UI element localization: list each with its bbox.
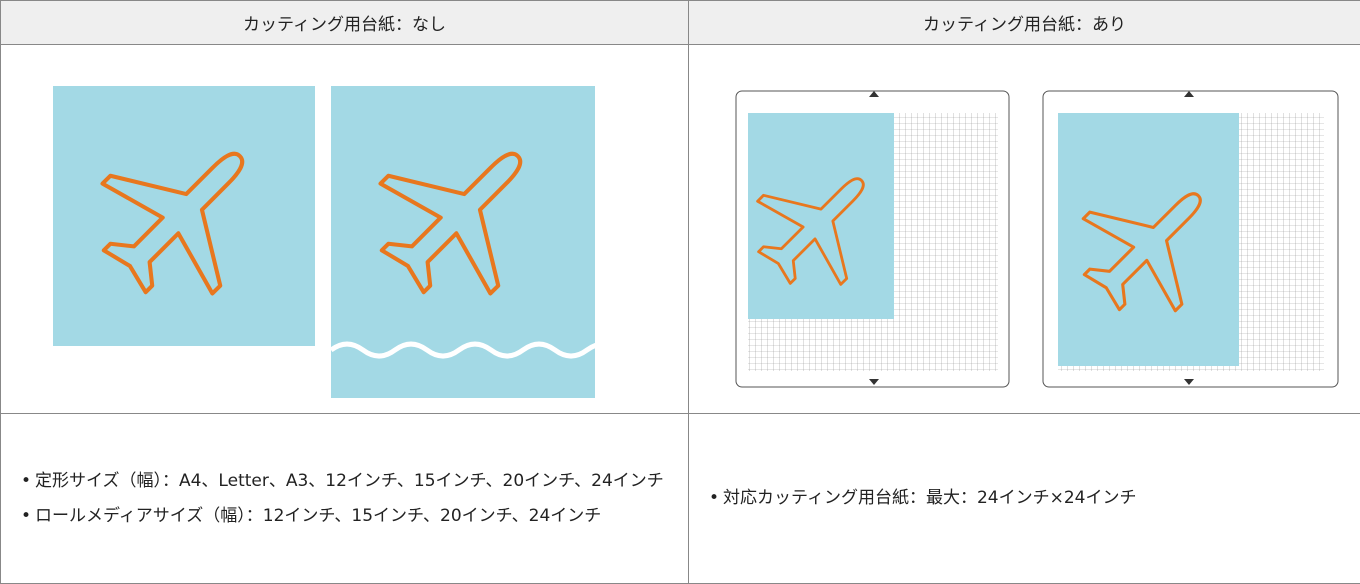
header-cell: カッティング用台紙：あり [688,0,1360,45]
sheet [53,86,315,346]
text-cell: 定形サイズ（幅）：A4、Letter、A3、12インチ、15インチ、20インチ、… [0,413,689,584]
mat [1042,90,1339,388]
header-cell: カッティング用台紙：なし [0,0,689,45]
image-cell [0,44,689,414]
illustration-with-mat [731,90,1339,388]
wave [329,341,621,359]
text-cell: 対応カッティング用台紙：最大：24インチ×24インチ [688,413,1360,584]
illustration-no-mat [53,86,621,398]
bullet-item: ロールメディアサイズ（幅）：12インチ、15インチ、20インチ、24インチ [21,501,676,532]
header-row: カッティング用台紙：なし カッティング用台紙：あり [0,0,1360,45]
bullet-list: 定形サイズ（幅）：A4、Letter、A3、12インチ、15インチ、20インチ、… [1,466,688,532]
bullet-item: 対応カッティング用台紙：最大：24インチ×24インチ [709,483,1348,514]
bullet-list: 対応カッティング用台紙：最大：24インチ×24インチ [689,483,1360,514]
bullet-item: 定形サイズ（幅）：A4、Letter、A3、12インチ、15インチ、20インチ、… [21,466,676,497]
image-row [0,44,1360,414]
mat [731,90,1010,388]
image-cell [688,44,1360,414]
text-row: 定形サイズ（幅）：A4、Letter、A3、12インチ、15インチ、20インチ、… [0,413,1360,584]
